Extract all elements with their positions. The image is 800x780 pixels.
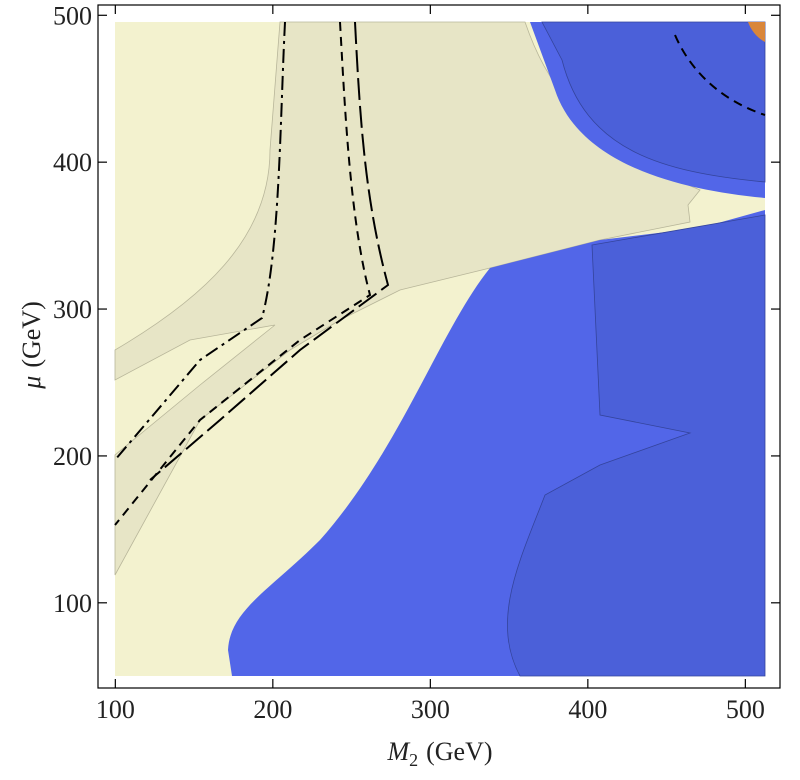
x-axis-label: M2 (GeV) xyxy=(386,737,492,770)
region-blue-top-dark xyxy=(541,21,766,183)
x-tick-label: 300 xyxy=(411,695,450,724)
x-tick-label: 100 xyxy=(96,695,135,724)
region-orange xyxy=(748,22,765,42)
x-tick-label: 500 xyxy=(726,695,765,724)
x-label-unit: (GeV) xyxy=(426,737,492,766)
y-axis-label: μ (GeV) xyxy=(17,301,46,389)
region-blue-dark xyxy=(507,214,766,677)
x-tick-label: 400 xyxy=(568,695,607,724)
y-tick-label: 100 xyxy=(53,589,92,618)
x-label-subscript: 2 xyxy=(409,750,418,770)
y-tick-label: 400 xyxy=(53,148,92,177)
contour-lines xyxy=(114,21,766,526)
y-label-symbol: μ xyxy=(17,376,46,390)
x-label-symbol: M xyxy=(386,737,410,766)
y-label-unit: (GeV) xyxy=(17,301,46,367)
plot-regions xyxy=(97,4,781,689)
y-tick-label: 500 xyxy=(53,1,92,30)
y-tick-label: 300 xyxy=(53,295,92,324)
y-tick-label: 200 xyxy=(53,442,92,471)
x-tick-label: 200 xyxy=(253,695,292,724)
